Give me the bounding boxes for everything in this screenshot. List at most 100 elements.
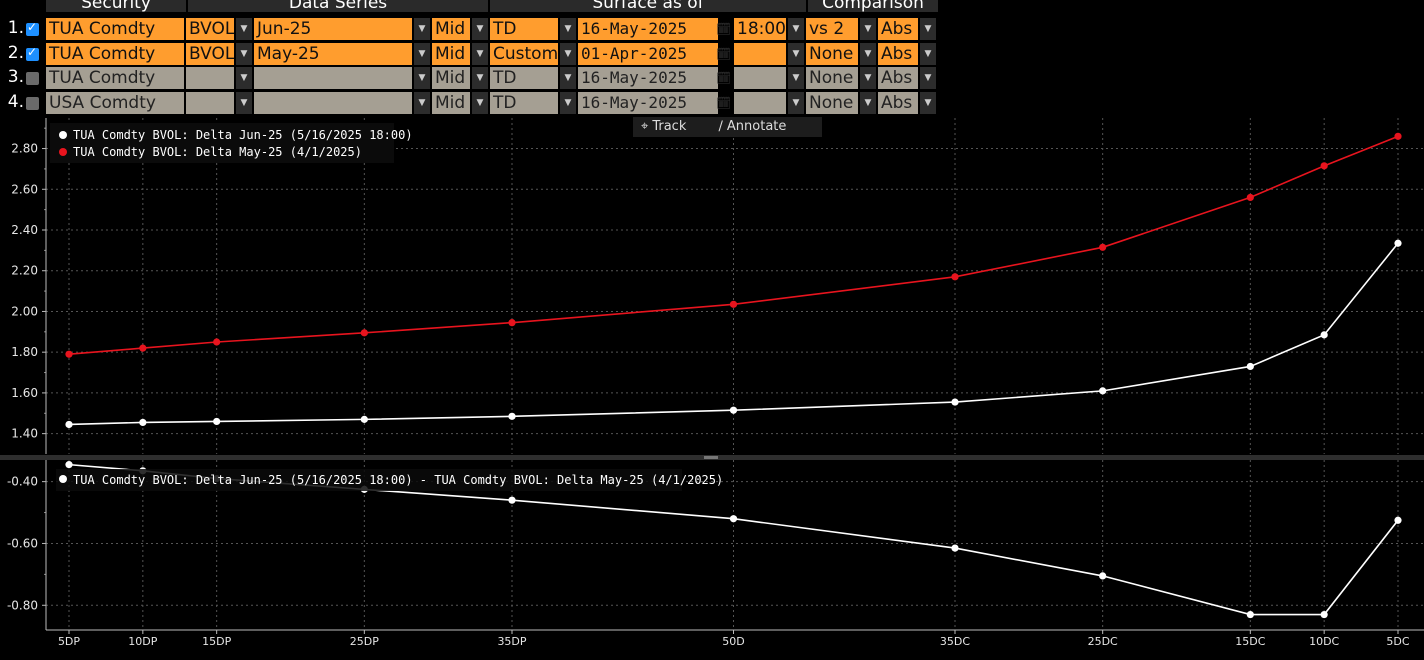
side-select[interactable]: Mid xyxy=(432,43,470,65)
row-checkbox[interactable] xyxy=(26,72,39,85)
field-dropdown-icon[interactable]: ▼ xyxy=(236,18,252,40)
compare-select[interactable]: vs 2 xyxy=(806,18,858,40)
time-dropdown-icon[interactable]: ▼ xyxy=(788,18,804,40)
mode-dropdown-icon[interactable]: ▼ xyxy=(560,18,576,40)
time-field[interactable]: 18:00 xyxy=(734,18,786,40)
security-field[interactable]: USA Comdty xyxy=(46,92,184,114)
time-field[interactable] xyxy=(734,43,786,65)
series-select[interactable]: Jun-25 xyxy=(254,18,412,40)
data-point xyxy=(65,350,73,358)
y-tick-label: 2.00 xyxy=(11,304,38,318)
time-field[interactable] xyxy=(734,67,786,89)
x-tick-label-5dc: 5DC xyxy=(1386,635,1409,648)
side-dropdown-icon[interactable]: ▼ xyxy=(472,43,488,65)
x-tick-label-5dp: 5DP xyxy=(58,635,80,648)
panel-divider-handle xyxy=(704,456,718,459)
legend-label: TUA Comdty BVOL: Delta Jun-25 (5/16/2025… xyxy=(73,128,413,142)
time-dropdown-icon[interactable]: ▼ xyxy=(788,92,804,114)
row-checkbox[interactable] xyxy=(26,45,39,61)
header-security: Security xyxy=(46,0,186,12)
security-field[interactable]: TUA Comdty xyxy=(46,43,184,65)
track-button[interactable]: ⌖ Track xyxy=(641,119,700,134)
side-select[interactable]: Mid xyxy=(432,92,470,114)
compare-select[interactable]: None xyxy=(806,67,858,89)
security-field[interactable]: TUA Comdty xyxy=(46,18,184,40)
data-point xyxy=(729,406,738,414)
field-select[interactable] xyxy=(186,67,234,89)
mode-select[interactable]: TD xyxy=(490,67,558,89)
mode-select[interactable]: Custom xyxy=(490,43,558,65)
data-point xyxy=(1320,610,1328,619)
abs-select[interactable]: Abs xyxy=(878,67,918,89)
abs-dropdown-icon[interactable]: ▼ xyxy=(920,18,936,40)
y-tick-label: -0.60 xyxy=(7,536,38,550)
row-checkbox[interactable] xyxy=(26,20,39,36)
data-point xyxy=(1320,331,1328,339)
abs-dropdown-icon[interactable]: ▼ xyxy=(920,92,936,114)
field-select[interactable]: BVOL xyxy=(186,43,234,65)
side-dropdown-icon[interactable]: ▼ xyxy=(472,92,488,114)
y-tick-label: -0.80 xyxy=(7,598,38,612)
mode-dropdown-icon[interactable]: ▼ xyxy=(560,43,576,65)
field-select[interactable] xyxy=(186,92,234,114)
date-field[interactable]: 16-May-2025 xyxy=(578,67,718,89)
annotate-button[interactable]: ∕ Annotate xyxy=(719,119,801,134)
abs-select[interactable]: Abs xyxy=(878,18,918,40)
series-select[interactable] xyxy=(254,67,412,89)
date-field[interactable]: 16-May-2025 xyxy=(578,92,718,114)
volatility-smile-chart[interactable]: 1.40 1.60 1.80 2.00 2.20 2.40 2.60 2.80 -0.40 -0.… xyxy=(0,116,1424,656)
side-dropdown-icon[interactable]: ▼ xyxy=(472,67,488,89)
mode-dropdown-icon[interactable]: ▼ xyxy=(560,92,576,114)
legend-label: TUA Comdty BVOL: Delta May-25 (4/1/2025) xyxy=(73,145,362,159)
security-field[interactable]: TUA Comdty xyxy=(46,67,184,89)
compare-select[interactable]: None xyxy=(806,92,858,114)
mode-dropdown-icon[interactable]: ▼ xyxy=(560,67,576,89)
legend-top xyxy=(50,123,394,163)
side-select[interactable]: Mid xyxy=(432,18,470,40)
data-point xyxy=(1099,387,1107,395)
field-dropdown-icon[interactable]: ▼ xyxy=(236,43,252,65)
legend-marker xyxy=(59,475,67,483)
abs-dropdown-icon[interactable]: ▼ xyxy=(920,43,936,65)
mode-select[interactable]: TD xyxy=(490,92,558,114)
field-dropdown-icon[interactable]: ▼ xyxy=(236,67,252,89)
calendar-icon[interactable]: 🗓 xyxy=(716,96,732,110)
data-point xyxy=(729,515,738,523)
time-dropdown-icon[interactable]: ▼ xyxy=(788,67,804,89)
series-select[interactable] xyxy=(254,92,412,114)
row-checkbox[interactable] xyxy=(26,97,39,110)
abs-dropdown-icon[interactable]: ▼ xyxy=(920,67,936,89)
legend-marker xyxy=(59,131,67,139)
compare-dropdown-icon[interactable]: ▼ xyxy=(860,92,876,114)
data-point xyxy=(1099,243,1107,251)
side-select[interactable]: Mid xyxy=(432,67,470,89)
series-dropdown-icon[interactable]: ▼ xyxy=(414,67,430,89)
data-point xyxy=(951,544,959,552)
series-dropdown-icon[interactable]: ▼ xyxy=(414,92,430,114)
compare-dropdown-icon[interactable]: ▼ xyxy=(860,67,876,89)
abs-select[interactable]: Abs xyxy=(878,92,918,114)
compare-select[interactable]: None xyxy=(806,43,858,65)
compare-dropdown-icon[interactable]: ▼ xyxy=(860,18,876,40)
field-dropdown-icon[interactable]: ▼ xyxy=(236,92,252,114)
series-dropdown-icon[interactable]: ▼ xyxy=(414,43,430,65)
calendar-icon[interactable]: 🗓 xyxy=(716,71,732,85)
field-select[interactable]: BVOL xyxy=(186,18,234,40)
mode-select[interactable]: TD xyxy=(490,18,558,40)
series-select[interactable]: May-25 xyxy=(254,43,412,65)
calendar-icon[interactable]: 🗓 xyxy=(716,47,732,61)
side-dropdown-icon[interactable]: ▼ xyxy=(472,18,488,40)
x-tick-label-25dc: 25DC xyxy=(1088,635,1118,648)
data-point xyxy=(213,417,221,426)
x-tick-label-10dc: 10DC xyxy=(1309,635,1339,648)
abs-select[interactable]: Abs xyxy=(878,43,918,65)
calendar-icon[interactable]: 🗓 xyxy=(716,22,732,36)
date-field[interactable]: 01-Apr-2025 xyxy=(578,43,718,65)
compare-dropdown-icon[interactable]: ▼ xyxy=(860,43,876,65)
data-point xyxy=(1394,516,1402,524)
time-field[interactable] xyxy=(734,92,786,114)
x-tick-label-15dc: 15DC xyxy=(1235,635,1265,648)
time-dropdown-icon[interactable]: ▼ xyxy=(788,43,804,65)
date-field[interactable]: 16-May-2025 xyxy=(578,18,718,40)
series-dropdown-icon[interactable]: ▼ xyxy=(414,18,430,40)
